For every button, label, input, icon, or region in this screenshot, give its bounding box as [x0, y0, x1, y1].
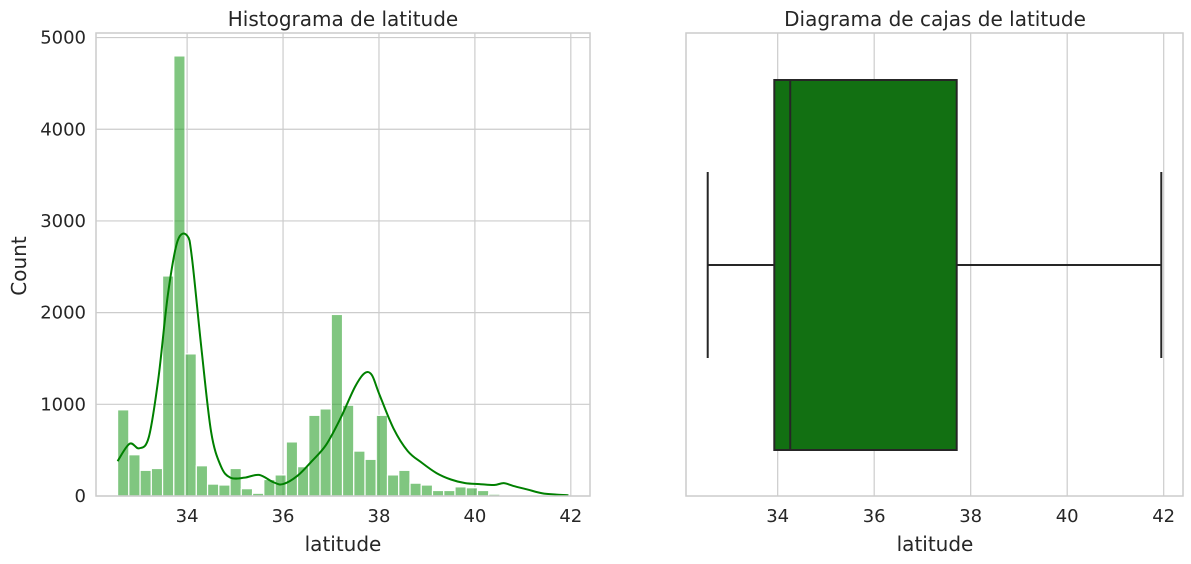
boxplot-x-tick-label: 38	[959, 506, 982, 527]
histogram-x-axis-label: latitude	[305, 532, 382, 556]
histogram-y-axis-label: Count	[7, 236, 31, 296]
boxplot-x-tick-label: 36	[863, 506, 886, 527]
histogram-bar	[375, 414, 389, 497]
histogram-bar	[431, 489, 445, 497]
histogram-bars	[116, 55, 569, 497]
boxplot-title: Diagrama de cajas de latitude	[784, 7, 1086, 31]
boxplot-x-tick-label: 40	[1056, 506, 1079, 527]
histogram-y-tick-labels: 0 1000 2000 3000 4000 5000	[40, 28, 86, 507]
kde-curve	[116, 232, 569, 497]
histogram-y-tick-label: 5000	[40, 28, 86, 49]
histogram-frame	[95, 32, 591, 497]
histogram-bar	[319, 408, 332, 497]
histogram-bar	[454, 486, 467, 497]
histogram-bar	[206, 483, 220, 497]
histogram-bar	[240, 488, 254, 497]
boxplot-x-tick-labels: 34 36 38 40 42	[766, 506, 1175, 527]
histogram-x-tick-label: 40	[463, 506, 486, 527]
histogram-bar	[409, 482, 422, 497]
histogram-bar	[386, 474, 400, 497]
boxplot-frame	[685, 32, 1184, 497]
histogram-bar	[330, 313, 344, 497]
boxplot-x-tick-label: 34	[766, 506, 789, 527]
histogram-bar	[285, 441, 299, 497]
histogram-bar	[443, 489, 456, 497]
histogram-bar	[341, 404, 355, 497]
histogram-bar	[353, 450, 366, 497]
histogram-y-tick-label: 3000	[40, 211, 86, 232]
histogram-bar	[476, 489, 490, 497]
histogram-bar	[161, 275, 175, 497]
histogram-bar	[218, 484, 231, 497]
histogram-y-tick-label: 1000	[40, 394, 86, 415]
histogram-bar	[420, 484, 434, 497]
histogram-bar	[184, 353, 197, 497]
boxplot-panel: 34 36 38 40 42 Diagrama de cajas de latitude…	[685, 7, 1184, 556]
histogram-x-tick-label: 38	[368, 506, 391, 527]
histogram-title: Histograma de latitude	[228, 7, 458, 31]
boxplot-x-axis-label: latitude	[897, 532, 974, 556]
histogram-bar	[465, 487, 479, 497]
histogram-bar	[364, 458, 377, 497]
histogram-x-tick-labels: 34 36 38 40 42	[176, 506, 583, 527]
histogram-y-tick-label: 2000	[40, 303, 86, 324]
histogram-bar	[398, 469, 411, 497]
boxplot-box	[773, 79, 958, 451]
histogram-x-tick-label: 34	[176, 506, 199, 527]
histogram-bar	[150, 467, 164, 497]
boxplot-x-tick-label: 42	[1152, 506, 1175, 527]
histogram-y-tick-label: 4000	[40, 119, 86, 140]
histogram-bar	[274, 474, 287, 497]
histogram-bar	[128, 454, 141, 497]
histogram-bar	[173, 55, 186, 497]
histogram-bar	[195, 465, 209, 497]
histogram-bar	[229, 467, 242, 497]
histogram-x-tick-label: 36	[272, 506, 295, 527]
histogram-bar	[139, 469, 152, 497]
histogram-panel: 34 36 38 40 42 0 1000 2000 3000 4000 5000 Histogr…	[7, 7, 591, 556]
histogram-x-tick-label: 42	[559, 506, 582, 527]
histogram-y-tick-label: 0	[75, 486, 86, 507]
